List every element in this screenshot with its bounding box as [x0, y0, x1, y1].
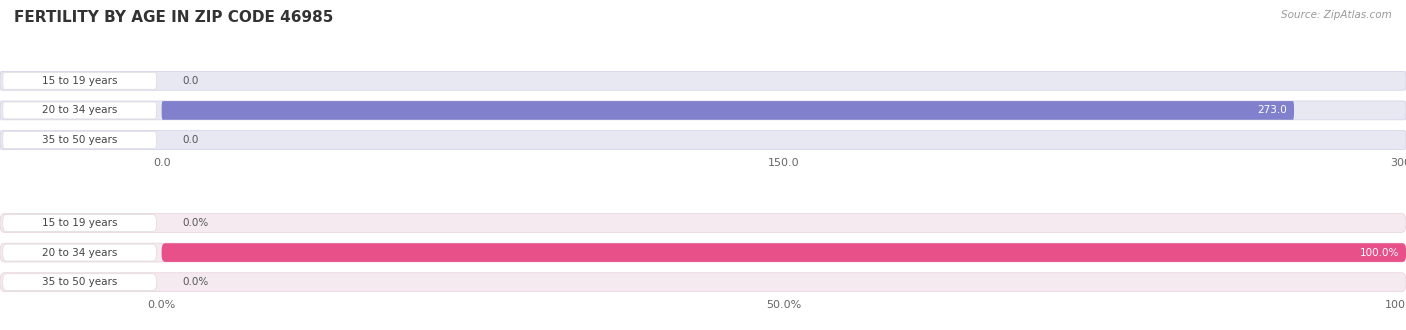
Text: 0.0%: 0.0%	[183, 218, 209, 228]
Text: Source: ZipAtlas.com: Source: ZipAtlas.com	[1281, 10, 1392, 20]
Text: 35 to 50 years: 35 to 50 years	[42, 277, 117, 287]
Text: 273.0: 273.0	[1257, 105, 1286, 115]
Text: 0.0%: 0.0%	[183, 277, 209, 287]
FancyBboxPatch shape	[3, 244, 156, 261]
FancyBboxPatch shape	[0, 101, 1406, 120]
FancyBboxPatch shape	[0, 243, 1406, 262]
FancyBboxPatch shape	[0, 214, 1406, 232]
Text: 100.0%: 100.0%	[1360, 248, 1399, 258]
FancyBboxPatch shape	[3, 132, 156, 148]
FancyBboxPatch shape	[0, 71, 1406, 90]
Text: FERTILITY BY AGE IN ZIP CODE 46985: FERTILITY BY AGE IN ZIP CODE 46985	[14, 10, 333, 25]
FancyBboxPatch shape	[162, 243, 1406, 262]
FancyBboxPatch shape	[3, 102, 156, 119]
Text: 0.0: 0.0	[183, 135, 200, 145]
FancyBboxPatch shape	[3, 72, 156, 89]
FancyBboxPatch shape	[0, 273, 1406, 292]
FancyBboxPatch shape	[3, 214, 156, 231]
Text: 20 to 34 years: 20 to 34 years	[42, 105, 117, 115]
Text: 0.0: 0.0	[183, 76, 200, 86]
FancyBboxPatch shape	[0, 131, 1406, 149]
Text: 15 to 19 years: 15 to 19 years	[42, 76, 117, 86]
FancyBboxPatch shape	[162, 101, 1294, 120]
FancyBboxPatch shape	[3, 274, 156, 291]
Text: 35 to 50 years: 35 to 50 years	[42, 135, 117, 145]
Text: 15 to 19 years: 15 to 19 years	[42, 218, 117, 228]
Text: 20 to 34 years: 20 to 34 years	[42, 248, 117, 258]
